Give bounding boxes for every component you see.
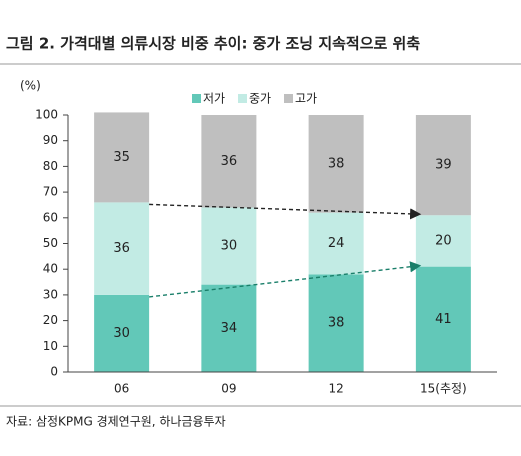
bar-segment: [415, 215, 471, 267]
y-axis-label: (%): [20, 79, 41, 93]
legend-label: 중가: [249, 92, 271, 106]
value-label: 34: [221, 321, 238, 336]
y-tick-label: 100: [35, 108, 58, 122]
x-tick-label: 09: [221, 382, 236, 396]
x-tick-label: 12: [328, 382, 343, 396]
y-tick-label: 20: [43, 313, 58, 327]
bar-segment: [94, 112, 150, 203]
y-tick-label: 50: [43, 236, 58, 250]
y-tick-label: 60: [43, 210, 58, 224]
x-tick-label: 15(추정): [420, 382, 467, 396]
legend-swatch: [238, 94, 247, 103]
value-label: 38: [328, 316, 345, 331]
bar-segment: [201, 207, 257, 285]
bar-segment: [308, 115, 364, 213]
value-label: 39: [435, 158, 452, 173]
value-label: 41: [435, 312, 452, 327]
legend-swatch: [192, 94, 201, 103]
bar-segment: [201, 115, 257, 208]
bar-segment: [415, 266, 471, 372]
trend-arrow: [149, 261, 422, 298]
bar-segment: [94, 294, 150, 372]
y-tick-label: 10: [43, 339, 58, 353]
y-tick-label: 80: [43, 159, 58, 173]
x-tick-label: 06: [114, 382, 129, 396]
value-label: 35: [113, 150, 130, 165]
legend-label: 저가: [203, 92, 225, 106]
trend-arrow: [149, 203, 422, 220]
legend-swatch: [284, 94, 293, 103]
source: 자료: 삼정KPMG 경제연구원, 하나금융투자: [6, 415, 226, 429]
legend-label: 고가: [295, 92, 317, 106]
bar-segment: [201, 284, 257, 372]
value-label: 38: [328, 156, 345, 171]
value-label: 36: [113, 241, 130, 256]
value-label: 36: [221, 154, 238, 169]
value-label: 30: [221, 239, 238, 254]
y-tick-label: 40: [43, 262, 58, 276]
value-label: 24: [328, 236, 345, 251]
chart-title: 그림 2. 가격대별 의류시장 비중 추이: 중가 조닝 지속적으로 위축: [6, 35, 420, 53]
bar-segment: [415, 115, 471, 216]
y-tick-label: 70: [43, 185, 58, 199]
y-tick-label: 30: [43, 287, 58, 301]
y-tick-label: 90: [43, 133, 58, 147]
value-label: 20: [435, 233, 452, 248]
bar-segment: [308, 274, 364, 372]
y-tick-label: 0: [50, 365, 58, 379]
bar-segment: [94, 202, 150, 295]
bar-segment: [308, 212, 364, 275]
value-label: 30: [113, 326, 130, 341]
